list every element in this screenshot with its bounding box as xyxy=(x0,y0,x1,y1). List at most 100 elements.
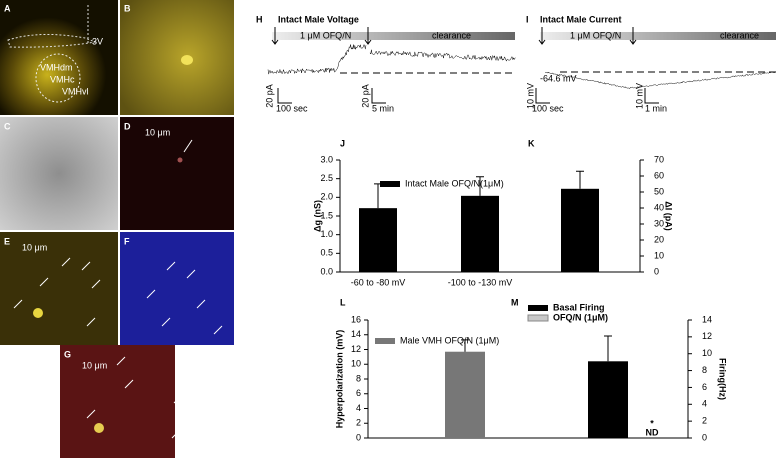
legend-swatch xyxy=(375,338,395,344)
region-label: VMHvl xyxy=(62,86,89,96)
y2-axis-label: ΔI (pA) xyxy=(664,201,674,230)
cell xyxy=(94,423,104,433)
error-bar xyxy=(374,183,382,209)
trace xyxy=(369,49,516,62)
scale-label: 10 μm xyxy=(82,360,107,370)
micrograph xyxy=(0,117,118,230)
error-bar xyxy=(461,339,469,352)
y2-tick-label: 0 xyxy=(654,266,659,276)
micrograph xyxy=(120,117,234,230)
scale-label: 1 min xyxy=(645,103,667,113)
y-tick-label: 16 xyxy=(351,314,361,324)
panel-label: D xyxy=(124,121,131,131)
cell xyxy=(177,157,183,163)
annotation: ND xyxy=(646,427,659,437)
scale-label: 20 pA xyxy=(264,84,274,108)
panel-label: E xyxy=(4,236,10,246)
x-tick-label: -60 to -80 mV xyxy=(351,277,406,287)
bar xyxy=(445,351,485,438)
bar xyxy=(461,195,499,272)
annotation: * xyxy=(650,418,654,428)
y-tick-label: 0 xyxy=(356,432,361,442)
trace xyxy=(267,44,367,75)
y2-tick-label: 20 xyxy=(654,234,664,244)
x-tick-label: -100 to -130 mV xyxy=(448,277,513,287)
region-label: VMHc xyxy=(50,74,75,84)
drug-label: 1 μM OFQ/N xyxy=(300,30,351,40)
panel-label: B xyxy=(124,3,131,13)
y2-tick-label: 14 xyxy=(702,314,712,324)
panel-label: F xyxy=(124,236,130,246)
legend-label: OFQ/N (1μM) xyxy=(553,312,608,322)
panel-label: A xyxy=(4,3,11,13)
y-tick-label: 0.0 xyxy=(320,266,333,276)
y2-tick-label: 2 xyxy=(702,416,707,426)
cell xyxy=(33,308,43,318)
y2-tick-label: 10 xyxy=(654,250,664,260)
legend-swatch xyxy=(528,305,548,311)
panel-label: J xyxy=(340,138,345,148)
y-tick-label: 14 xyxy=(351,329,361,339)
y-axis-label: Hyperpolarization (mV) xyxy=(334,330,344,429)
outline xyxy=(7,33,97,48)
y-tick-label: 1.5 xyxy=(320,210,333,220)
y2-tick-label: 10 xyxy=(702,348,712,358)
scale-label: 10 mV xyxy=(525,83,535,109)
y-axis-label: Δg (nS) xyxy=(312,200,322,232)
micrograph xyxy=(0,232,118,345)
y-tick-label: 12 xyxy=(351,344,361,354)
scale-label: 10 mV xyxy=(634,83,644,109)
panel-label: G xyxy=(64,349,71,359)
legend-label: Intact Male OFQ/N(1μM) xyxy=(405,178,504,188)
y-tick-label: 2.5 xyxy=(320,173,333,183)
y2-tick-label: 0 xyxy=(702,432,707,442)
scale-label: 10 μm xyxy=(22,242,47,252)
region-label: 3V xyxy=(92,36,103,46)
legend-swatch xyxy=(380,181,400,187)
panel-label: L xyxy=(340,297,346,307)
legend-label: Basal Firing xyxy=(553,302,605,312)
trace xyxy=(544,71,776,89)
arrows xyxy=(13,257,223,439)
error-bar xyxy=(576,170,584,189)
arrows xyxy=(271,27,776,104)
y2-tick-label: 40 xyxy=(654,202,664,212)
y2-tick-label: 50 xyxy=(654,186,664,196)
y2-axis-label: Firing(Hz) xyxy=(718,358,728,400)
y2-tick-label: 70 xyxy=(654,154,664,164)
y2-tick-label: 30 xyxy=(654,218,664,228)
trace-title: Intact Male Voltage xyxy=(278,14,359,24)
scale-label: 20 pA xyxy=(360,84,370,108)
trace-title: Intact Male Current xyxy=(540,14,622,24)
micrograph xyxy=(60,345,175,458)
y2-tick-label: 12 xyxy=(702,331,712,341)
panel-label: H xyxy=(256,14,263,24)
y-tick-label: 10 xyxy=(351,359,361,369)
panel-label: K xyxy=(528,138,535,148)
region-label: VMHdm xyxy=(40,62,73,72)
panel-label: C xyxy=(4,121,11,131)
scale-label: 100 sec xyxy=(276,103,308,113)
micrograph xyxy=(120,232,234,345)
drug-bar xyxy=(540,32,776,40)
cell xyxy=(181,55,193,65)
bar xyxy=(359,208,397,272)
micrograph xyxy=(120,0,234,115)
y-tick-label: 3.0 xyxy=(320,154,333,164)
potential-label: -64.6 mV xyxy=(540,73,577,83)
arrow xyxy=(183,139,193,153)
y-tick-label: 2 xyxy=(356,418,361,428)
y-tick-label: 4 xyxy=(356,403,361,413)
panel-label: M xyxy=(511,297,519,307)
scale-label: 10 μm xyxy=(145,127,170,137)
y2-tick-label: 8 xyxy=(702,365,707,375)
error-bar xyxy=(604,335,612,362)
scale-label: 5 min xyxy=(372,103,394,113)
y-tick-label: 6 xyxy=(356,388,361,398)
y-tick-label: 0.5 xyxy=(320,248,333,258)
legend-label: Male VMH OFQ/N (1μM) xyxy=(400,335,499,345)
outline xyxy=(35,53,81,103)
bar xyxy=(561,188,599,272)
error-bar xyxy=(476,176,484,196)
